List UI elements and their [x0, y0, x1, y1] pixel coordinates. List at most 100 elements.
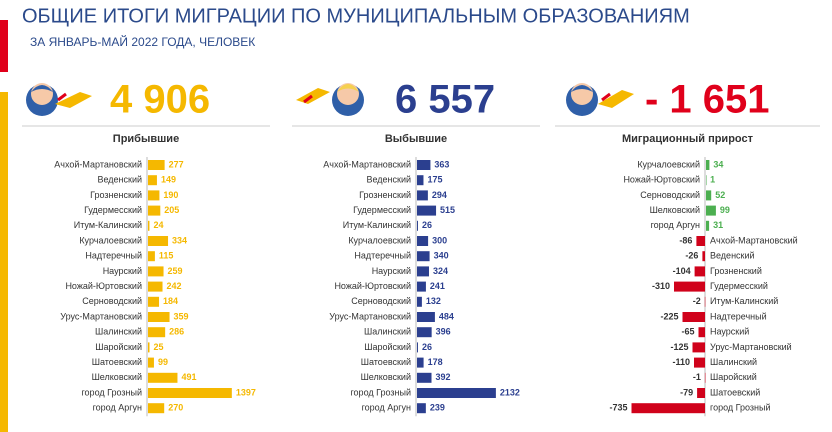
bar — [417, 160, 431, 170]
value-label: 190 — [163, 190, 178, 200]
category-label: Гудермесский — [353, 205, 411, 215]
value-label: 239 — [430, 403, 445, 413]
bar — [706, 175, 707, 186]
value-label: 52 — [715, 190, 725, 200]
category-label: Наурский — [103, 266, 142, 276]
bar — [148, 175, 157, 186]
value-label: 300 — [432, 235, 447, 245]
value-label: 324 — [433, 266, 448, 276]
total: 4 906 — [110, 78, 210, 122]
value-label: 31 — [713, 220, 723, 230]
value-label: 149 — [161, 175, 176, 185]
bar — [698, 327, 705, 338]
category-label: Шелковский — [361, 372, 411, 382]
value-label: -310 — [652, 281, 670, 291]
value-label: 2132 — [500, 387, 520, 397]
category-label: Шатоевский — [361, 357, 411, 367]
value-label: 99 — [720, 205, 730, 215]
category-label: Шаройский — [364, 342, 411, 352]
category-label: Шатоевский — [92, 357, 142, 367]
category-label: Курчалоевский — [79, 235, 142, 245]
value-label: 25 — [154, 342, 164, 352]
category-label: Ачхой-Мартановский — [323, 159, 411, 169]
bar — [417, 281, 426, 292]
value-label: 1397 — [236, 387, 256, 397]
value-label: 132 — [426, 296, 441, 306]
value-label: -735 — [609, 403, 627, 413]
category-label: Курчалоевский — [637, 159, 700, 169]
category-label: город Аргун — [651, 220, 700, 230]
bar — [417, 372, 432, 383]
category-label: Ачхой-Мартановский — [710, 235, 798, 245]
chart-title: Выбывшие — [385, 133, 447, 145]
bar — [704, 296, 706, 307]
bar — [417, 327, 432, 338]
person-icon — [296, 83, 364, 116]
value-label: 259 — [168, 266, 183, 276]
category-label: Урус-Мартановский — [329, 311, 411, 321]
bar — [417, 266, 429, 277]
bar — [148, 403, 165, 414]
value-label: 359 — [174, 311, 189, 321]
value-label: 294 — [432, 190, 447, 200]
bar — [417, 205, 437, 216]
bar — [148, 388, 232, 398]
chart-title: Прибывшие — [113, 133, 179, 145]
value-label: 178 — [428, 357, 443, 367]
category-label: Грозненский — [710, 266, 762, 276]
total: 6 557 — [395, 78, 495, 122]
category-label: город Аргун — [362, 403, 411, 413]
category-label: Курчалоевский — [348, 235, 411, 245]
value-label: 340 — [434, 251, 449, 261]
value-label: 515 — [440, 205, 455, 215]
value-label: 24 — [153, 220, 163, 230]
value-label: 26 — [422, 342, 432, 352]
value-label: 286 — [169, 327, 184, 337]
bar — [417, 296, 422, 307]
bar — [696, 236, 705, 246]
category-label: Надтеречный — [85, 251, 142, 261]
bar — [417, 190, 428, 201]
bar — [706, 220, 710, 231]
person-icon — [566, 83, 634, 116]
bar — [694, 357, 705, 368]
value-label: 242 — [167, 281, 182, 291]
category-label: Гудермесский — [710, 281, 768, 291]
bar — [417, 175, 424, 186]
value-label: 484 — [439, 311, 454, 321]
bar — [417, 251, 430, 262]
value-label: 277 — [169, 159, 184, 169]
value-label: -26 — [685, 251, 698, 261]
value-label: -125 — [670, 342, 688, 352]
bar — [148, 205, 161, 216]
value-label: 175 — [427, 175, 442, 185]
bar — [417, 357, 424, 368]
page-title: ОБЩИЕ ИТОГИ МИГРАЦИИ ПО МУНИЦИПАЛЬНЫМ ОБ… — [22, 5, 690, 27]
accent-yellow — [0, 92, 8, 432]
category-label: Ножай-Юртовский — [334, 281, 411, 291]
bar — [148, 372, 178, 383]
category-label: Серноводский — [640, 190, 700, 200]
bar — [417, 342, 418, 353]
value-label: -225 — [660, 311, 678, 321]
value-label: 241 — [430, 281, 445, 291]
bar — [417, 388, 496, 398]
bar — [148, 190, 160, 201]
value-label: -2 — [693, 296, 701, 306]
category-label: Итум-Калинский — [343, 220, 411, 230]
category-label: город Грозный — [81, 387, 142, 397]
category-label: Гудермесский — [84, 205, 142, 215]
category-label: Шалинский — [710, 357, 757, 367]
category-label: Серноводский — [351, 296, 411, 306]
value-label: 270 — [168, 403, 183, 413]
bar — [417, 312, 435, 322]
category-label: Итум-Калинский — [710, 296, 778, 306]
category-label: Урус-Мартановский — [710, 342, 792, 352]
value-label: -1 — [693, 372, 701, 382]
value-label: 99 — [158, 357, 168, 367]
category-label: Грозненский — [90, 190, 142, 200]
total: - 1 651 — [645, 78, 770, 122]
bar — [692, 342, 705, 353]
category-label: Шалинский — [95, 327, 142, 337]
